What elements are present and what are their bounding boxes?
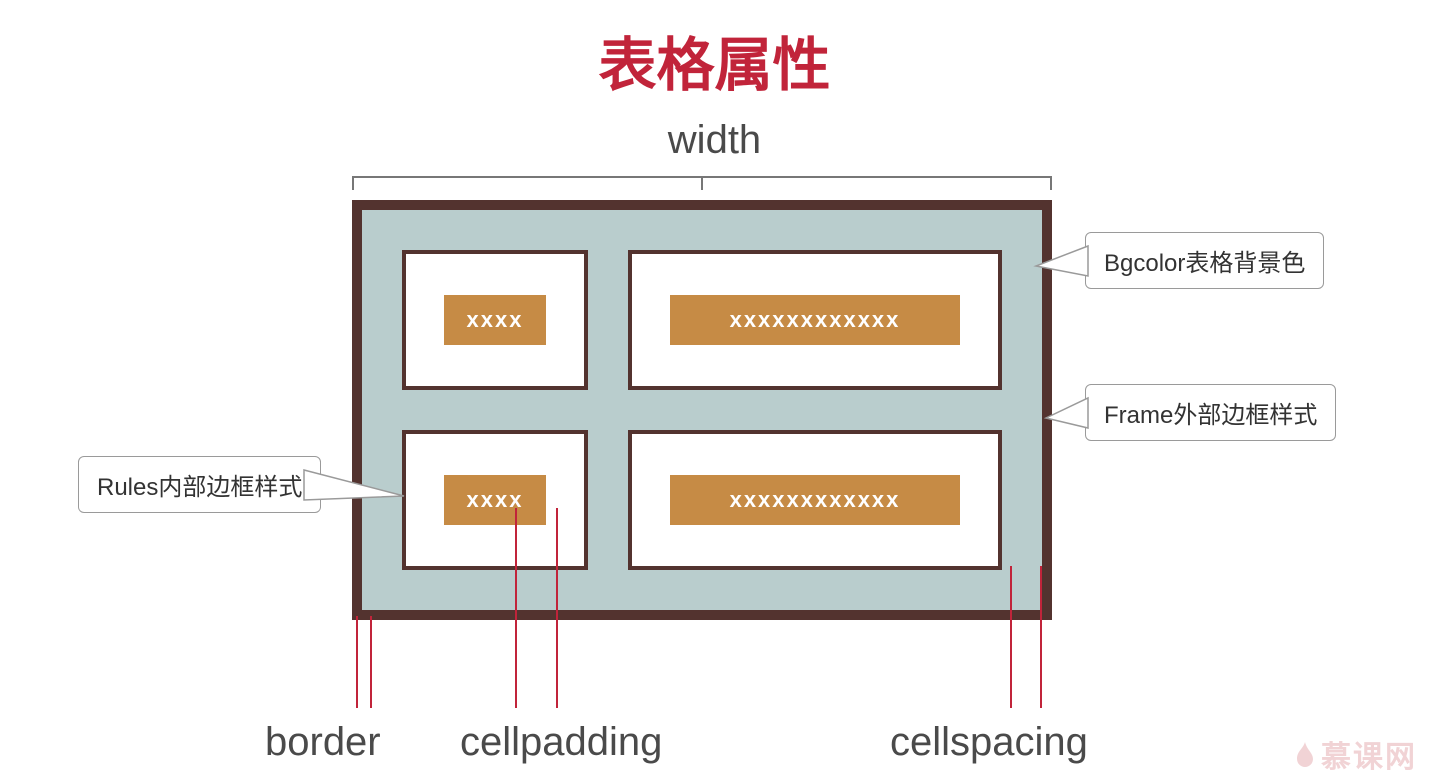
cell-content: xxxxxxxxxxxx — [670, 475, 960, 525]
watermark-text: 慕课网 — [1321, 741, 1417, 774]
cell-top-right: xxxxxxxxxxxx — [628, 250, 1002, 390]
diagram-stage: 表格属性 width xxxx xxxxxxxxxxxx xxxx xxxxxx… — [0, 0, 1429, 782]
callout-frame-tail — [1040, 380, 1100, 440]
page-title: 表格属性 — [0, 18, 1429, 102]
flame-icon — [1293, 741, 1317, 777]
indicator-cellspacing-right — [1040, 566, 1042, 708]
indicator-cellpadding-right — [556, 508, 558, 708]
border-label: border — [265, 720, 381, 765]
callout-frame: Frame外部边框样式 — [1085, 384, 1336, 441]
callout-rules: Rules内部边框样式 — [78, 456, 321, 513]
width-label: width — [0, 118, 1429, 163]
indicator-cellspacing-left — [1010, 566, 1012, 708]
cell-bottom-left: xxxx — [402, 430, 588, 570]
callout-bgcolor-tail — [1030, 228, 1090, 288]
cell-content: xxxx — [444, 295, 546, 345]
width-bracket — [352, 176, 1052, 192]
cell-content: xxxx — [444, 475, 546, 525]
indicator-cellpadding-left — [515, 508, 517, 708]
callout-bgcolor: Bgcolor表格背景色 — [1085, 232, 1324, 289]
cell-content: xxxxxxxxxxxx — [670, 295, 960, 345]
cell-bottom-right: xxxxxxxxxxxx — [628, 430, 1002, 570]
indicator-border-right — [370, 616, 372, 708]
callout-rules-tail — [300, 452, 410, 522]
cellspacing-label: cellspacing — [890, 720, 1088, 765]
cellpadding-label: cellpadding — [460, 720, 662, 765]
cell-top-left: xxxx — [402, 250, 588, 390]
indicator-border-left — [356, 616, 358, 708]
table-diagram: xxxx xxxxxxxxxxxx xxxx xxxxxxxxxxxx — [352, 200, 1052, 620]
watermark: 慕课网 — [1293, 732, 1417, 776]
